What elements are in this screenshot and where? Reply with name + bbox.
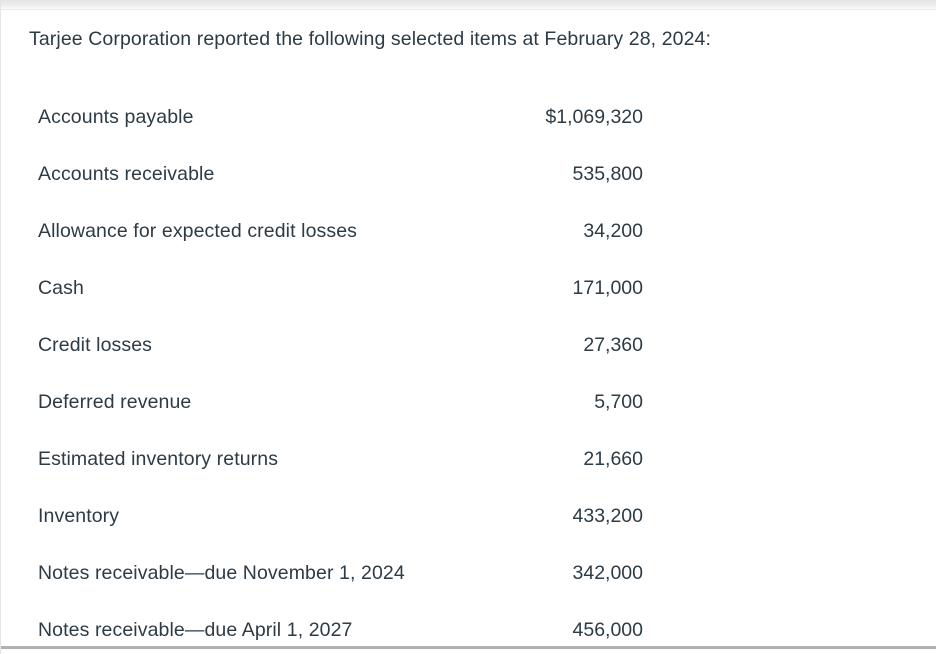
table-row: Deferred revenue 5,700 — [38, 374, 643, 431]
item-label: Inventory — [38, 505, 120, 527]
item-label: Deferred revenue — [38, 391, 192, 413]
item-value: 21,660 — [583, 448, 643, 470]
item-label: Cash — [38, 277, 84, 299]
item-label: Notes receivable—due November 1, 2024 — [38, 562, 405, 584]
item-value: 456,000 — [572, 619, 644, 641]
top-shadow — [1, 0, 936, 10]
table-row: Cash 171,000 — [38, 260, 643, 317]
item-value: 535,800 — [572, 163, 644, 185]
table-row: Inventory 433,200 — [38, 488, 643, 545]
item-value: 342,000 — [572, 562, 644, 584]
items-table: Accounts payable $1,069,320 Accounts rec… — [38, 89, 643, 654]
item-label: Credit losses — [38, 334, 153, 356]
table-row: Accounts payable $1,069,320 — [38, 89, 643, 146]
item-label: Accounts receivable — [38, 163, 215, 185]
item-value: 34,200 — [583, 220, 643, 242]
bottom-divider — [1, 646, 936, 649]
item-label: Notes receivable—due April 1, 2027 — [38, 619, 353, 641]
item-value: 27,360 — [583, 334, 643, 356]
table-row: Accounts receivable 535,800 — [38, 146, 643, 203]
page-title: Tarjee Corporation reported the followin… — [29, 28, 712, 50]
table-row: Notes receivable—due November 1, 2024 34… — [38, 545, 643, 602]
item-label: Allowance for expected credit losses — [38, 220, 358, 242]
item-label: Accounts payable — [38, 106, 194, 128]
item-value: 171,000 — [572, 277, 644, 299]
item-label: Estimated inventory returns — [38, 448, 279, 470]
table-row: Estimated inventory returns 21,660 — [38, 431, 643, 488]
table-row: Allowance for expected credit losses 34,… — [38, 203, 643, 260]
table-row: Credit losses 27,360 — [38, 317, 643, 374]
item-value: 5,700 — [594, 391, 643, 413]
table-row: Notes receivable—due April 1, 2027 456,0… — [38, 602, 643, 654]
item-value: 433,200 — [572, 505, 644, 527]
item-value: $1,069,320 — [545, 106, 643, 128]
